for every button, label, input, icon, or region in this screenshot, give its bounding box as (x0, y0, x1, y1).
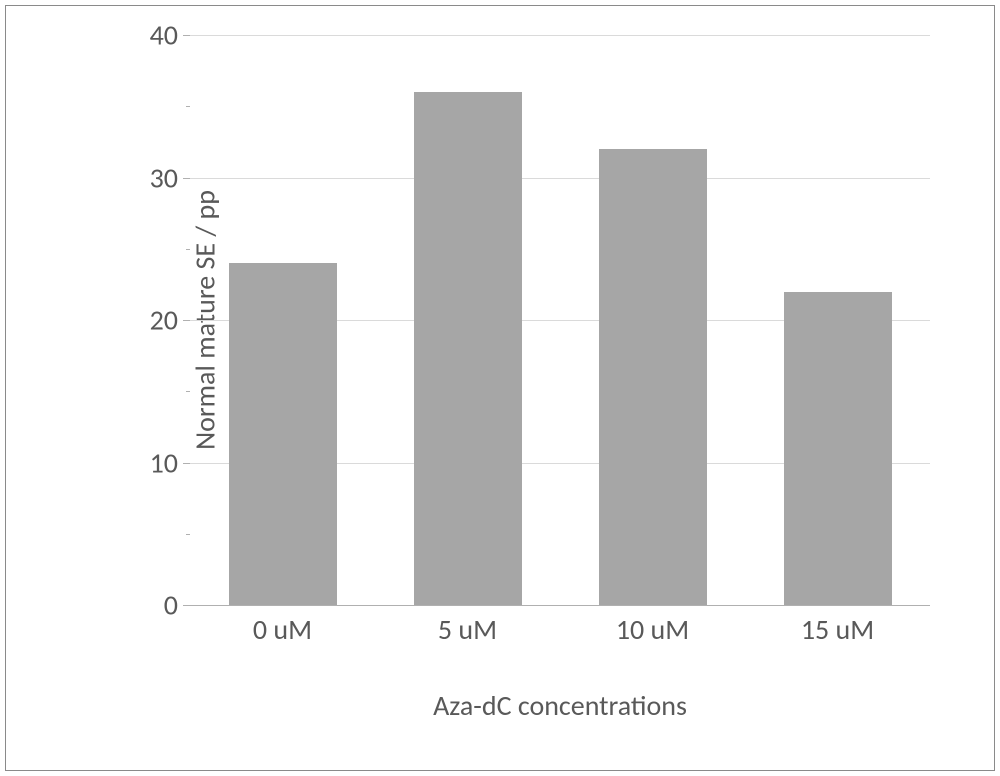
y-tick-mark (183, 463, 190, 464)
y-tick-label: 40 (150, 18, 178, 53)
x-axis-label: Aza-dC concentrations (433, 688, 687, 723)
x-tick-label: 15 uM (801, 612, 874, 647)
chart-container: Normal mature SE / pp 010203040 0 uM5 uM… (90, 20, 960, 720)
bar (599, 149, 707, 605)
x-tick-label: 5 uM (438, 612, 497, 647)
y-axis: 010203040 (140, 35, 188, 605)
y-tick-mark (183, 35, 190, 36)
bars-group (190, 35, 930, 605)
y-tick-label: 30 (150, 160, 178, 195)
y-tick-label: 0 (164, 588, 178, 623)
bar (784, 292, 892, 606)
y-tick-label: 10 (150, 445, 178, 480)
x-tick-label: 0 uM (253, 612, 312, 647)
gridline (190, 605, 930, 606)
x-tick-label: 10 uM (616, 612, 689, 647)
bar (414, 92, 522, 605)
y-tick-mark (183, 178, 190, 179)
bar (229, 263, 337, 605)
y-tick-mark (183, 320, 190, 321)
plot-area (190, 35, 930, 605)
y-tick-mark (183, 605, 190, 606)
y-tick-label: 20 (150, 303, 178, 338)
